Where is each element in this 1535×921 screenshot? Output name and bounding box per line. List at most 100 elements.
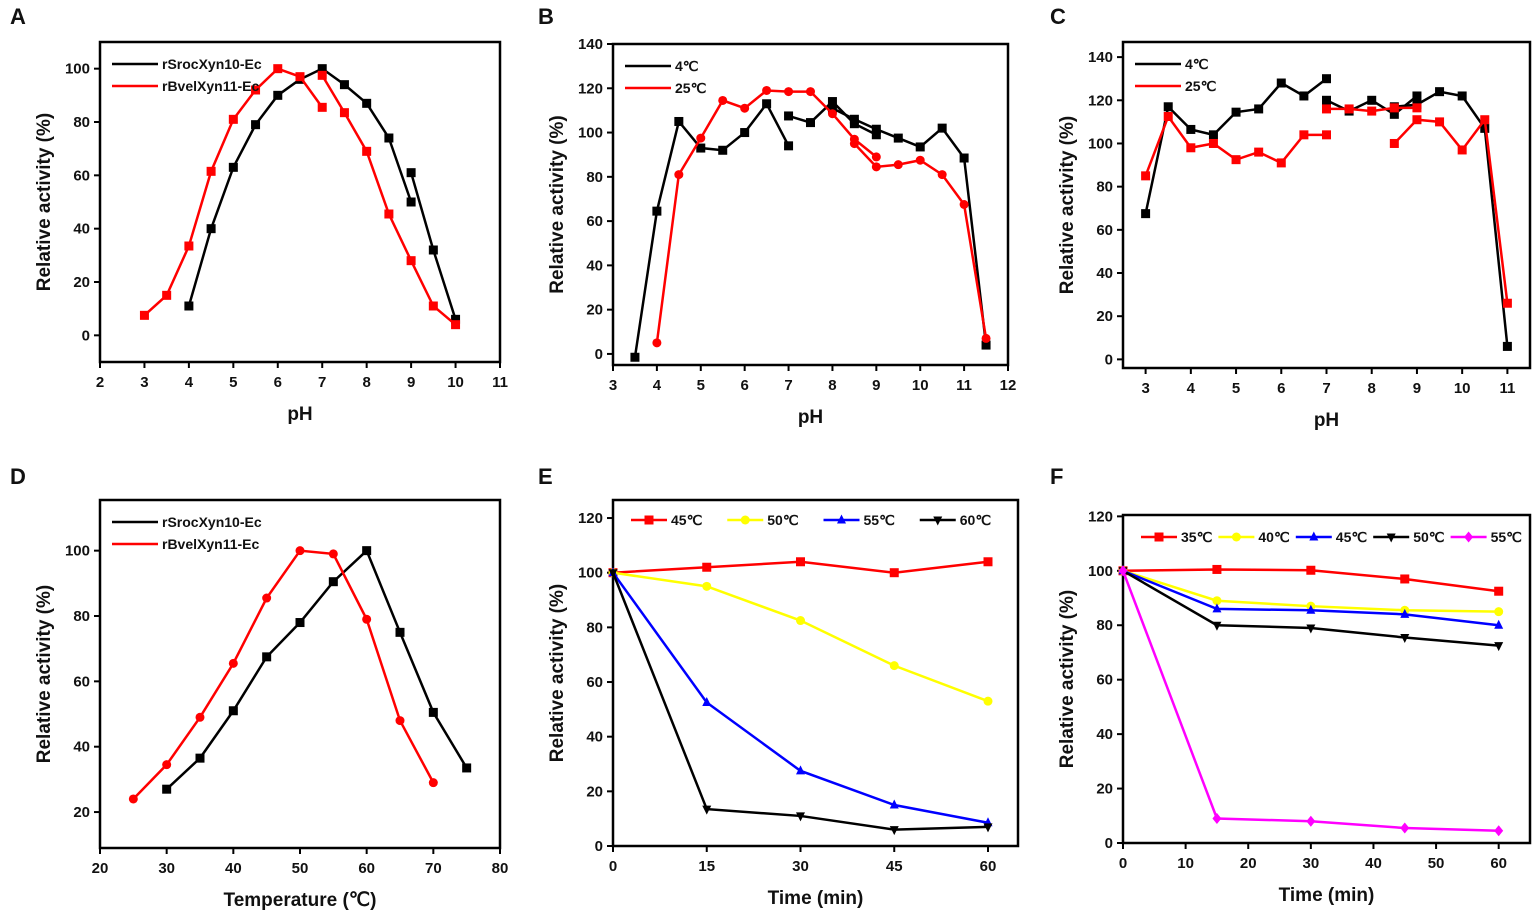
- data-point: [915, 142, 925, 152]
- x-tick-label: 11: [492, 374, 508, 391]
- data-point: [1412, 103, 1422, 113]
- x-tick-label: 5: [229, 374, 237, 391]
- data-point: [1299, 130, 1309, 140]
- y-tick-label: 120: [1088, 92, 1113, 109]
- x-tick-label: 60: [358, 860, 375, 877]
- panel-b: B3 4 5 6 7 8 9 10 11 12020406080100120140pHRelati…: [538, 4, 1016, 428]
- data-point: [195, 753, 205, 763]
- y-tick-label: 80: [73, 608, 90, 625]
- y-tick-label: 20: [1096, 308, 1113, 325]
- data-point: [1322, 74, 1331, 84]
- x-tick-label: 11: [956, 377, 972, 394]
- data-point: [1480, 115, 1490, 125]
- x-tick-label: 4: [1187, 380, 1196, 397]
- data-point: [162, 760, 172, 770]
- series-4℃: [1141, 74, 1512, 351]
- x-tick-label: 40: [1365, 855, 1382, 872]
- data-point: [871, 130, 881, 140]
- data-point: [652, 206, 662, 216]
- y-tick-label: 140: [1088, 49, 1113, 66]
- legend-label: 50℃: [1413, 529, 1445, 545]
- y-tick-label: 100: [578, 565, 603, 582]
- data-point: [428, 245, 438, 255]
- series-rBvelXyn11-Ec: [139, 64, 461, 330]
- data-point: [1400, 574, 1410, 584]
- data-point: [806, 87, 815, 97]
- data-point: [1367, 106, 1377, 116]
- data-point: [1163, 102, 1173, 112]
- data-point: [228, 114, 238, 124]
- data-point: [702, 697, 712, 707]
- legend-label: rBvelXyn11-Ec: [162, 536, 259, 552]
- data-point: [384, 133, 394, 143]
- data-point: [983, 823, 993, 833]
- data-point: [1494, 642, 1504, 652]
- data-point: [1344, 104, 1354, 114]
- data-point: [784, 87, 794, 97]
- x-tick-label: 3: [609, 377, 617, 394]
- data-point: [959, 153, 969, 163]
- y-tick-label: 0: [595, 838, 603, 855]
- y-axis-label: Relative activity (%): [1057, 116, 1078, 294]
- legend-label: 45℃: [1336, 529, 1368, 545]
- data-point: [362, 146, 372, 156]
- x-tick-label: 70: [425, 860, 442, 877]
- data-point: [428, 301, 438, 311]
- data-point: [915, 155, 925, 165]
- x-tick-label: 4: [185, 374, 194, 391]
- data-point: [317, 64, 327, 74]
- data-point: [1306, 815, 1316, 827]
- x-tick-label: 45: [886, 858, 903, 875]
- data-point: [983, 696, 993, 706]
- data-point: [406, 256, 416, 266]
- data-point: [740, 103, 750, 113]
- x-tick-label: 9: [872, 377, 880, 394]
- panel-f: F 0 10 20 30 40 50 60 0 20 40 60 80 100 120 Time (min) R…: [1050, 464, 1532, 906]
- data-point: [1212, 813, 1222, 825]
- data-point: [849, 114, 859, 124]
- data-point: [796, 616, 805, 626]
- data-point: [406, 168, 416, 178]
- series-line: [1122, 569, 1499, 627]
- data-point: [406, 197, 416, 207]
- data-point: [251, 120, 261, 130]
- data-point: [195, 712, 205, 722]
- data-point: [893, 133, 903, 143]
- data-point: [251, 85, 261, 95]
- data-point: [451, 320, 461, 330]
- data-point: [339, 80, 349, 90]
- panel-letter: A: [10, 4, 26, 29]
- data-point: [1457, 145, 1467, 155]
- data-point: [762, 85, 772, 95]
- x-tick-label: 20: [1240, 855, 1257, 872]
- data-point: [339, 108, 349, 118]
- panel-d: D 20 30 40 50 60 70 80 20 40 60 80 100 Temperature (℃…: [10, 464, 508, 911]
- x-tick-label: 20: [92, 860, 109, 877]
- data-point: [139, 310, 149, 320]
- series-line: [187, 67, 413, 307]
- series-55℃: [608, 567, 993, 827]
- data-point: [889, 826, 899, 836]
- data-point: [1208, 130, 1218, 140]
- data-point: [893, 160, 903, 170]
- y-tick-label: 60: [586, 674, 603, 691]
- data-point: [1412, 91, 1422, 101]
- data-point: [718, 95, 728, 105]
- data-point: [128, 794, 138, 804]
- data-point: [959, 200, 969, 209]
- legend-marker: [1386, 533, 1396, 543]
- x-tick-label: 10: [447, 374, 464, 391]
- x-tick-label: 0: [609, 858, 617, 875]
- x-tick-label: 40: [225, 860, 242, 877]
- data-point: [889, 661, 899, 671]
- data-point: [1389, 138, 1399, 148]
- series-line: [143, 67, 324, 317]
- y-tick-label: 60: [1096, 672, 1113, 689]
- y-tick-label: 80: [1096, 179, 1113, 196]
- data-point: [1306, 624, 1316, 634]
- data-point: [762, 99, 772, 109]
- y-tick-label: 80: [73, 114, 90, 131]
- series-line: [612, 571, 989, 703]
- series-line: [611, 572, 989, 831]
